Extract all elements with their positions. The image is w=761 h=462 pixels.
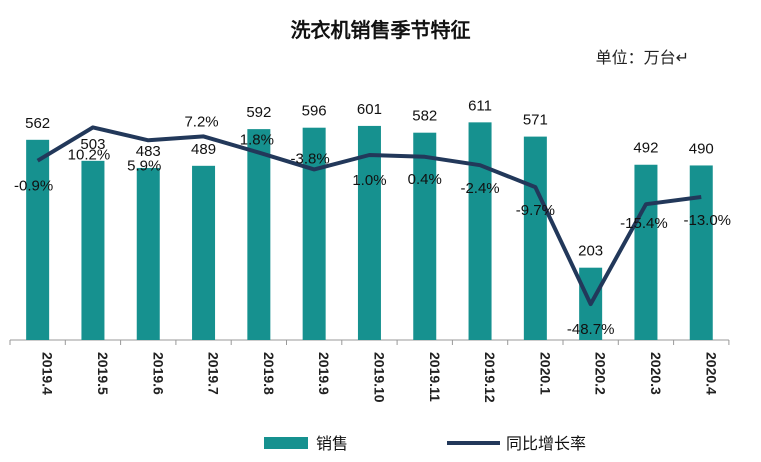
bar-2020.3 [634, 164, 658, 340]
bar-label-2019.4: 562 [25, 115, 50, 132]
legend-swatch-sales [264, 437, 308, 449]
bar-2019.7 [192, 165, 216, 340]
unit-label: 单位：万台↵ [595, 48, 689, 67]
bar-2020.1 [523, 136, 547, 340]
line-label-2019.7: 7.2% [184, 113, 218, 130]
bar-label-2019.7: 489 [191, 141, 216, 158]
legend-label-sales: 销售 [316, 434, 348, 453]
bar-2019.5 [81, 160, 105, 340]
legend-label-growth: 同比增长率 [506, 434, 586, 453]
bar-label-2019.10: 601 [357, 101, 382, 118]
bar-label-2020.2: 203 [578, 243, 603, 260]
bar-label-2019.8: 592 [246, 104, 271, 121]
x-tick-label-2020.4: 2020.4 [703, 352, 719, 395]
bar-2019.4 [26, 139, 50, 340]
bar-label-2019.5: 503 [80, 136, 105, 153]
x-tick-label-2019.9: 2019.9 [316, 352, 332, 395]
bar-label-2019.11: 582 [412, 108, 437, 125]
line-label-2020.1: -9.7% [516, 202, 555, 219]
line-label-2019.10: 1.0% [352, 172, 386, 189]
line-label-2020.2: -48.7% [567, 321, 615, 338]
x-tick-label-2019.11: 2019.11 [427, 352, 443, 402]
x-tick-label-2019.7: 2019.7 [206, 352, 222, 395]
x-tick-label-2019.12: 2019.12 [482, 352, 498, 403]
bar-label-2020.4: 490 [689, 140, 714, 157]
chart-title: 洗衣机销售季节特征 [290, 18, 471, 42]
bar-label-2020.1: 571 [523, 112, 548, 129]
x-tick-label-2020.3: 2020.3 [648, 352, 664, 395]
bar-2020.4 [689, 165, 713, 340]
line-label-2019.12: -2.4% [460, 180, 499, 197]
line-label-2019.4: -0.9% [14, 178, 53, 195]
bar-2019.9 [302, 127, 326, 341]
x-tick-label-2019.4: 2019.4 [40, 352, 56, 395]
x-tick-label-2019.5: 2019.5 [95, 352, 111, 395]
line-label-2019.8: 1.8% [240, 132, 274, 149]
bar-2019.11 [413, 132, 437, 340]
x-tick-label-2020.2: 2020.2 [593, 352, 609, 395]
x-tick-label-2019.8: 2019.8 [261, 352, 277, 395]
bar-label-2019.6: 483 [136, 143, 161, 160]
line-label-2020.3: -15.4% [620, 215, 668, 232]
x-tick-label-2019.6: 2019.6 [150, 352, 166, 395]
bar-label-2019.9: 596 [302, 103, 327, 120]
line-label-2019.9: -3.8% [291, 150, 330, 167]
bar-2019.10 [357, 125, 381, 340]
line-label-2019.6: 5.9% [127, 157, 161, 174]
bar-2019.12 [468, 122, 492, 341]
bar-label-2019.12: 611 [468, 97, 492, 114]
bar-label-2020.3: 492 [633, 140, 658, 157]
bar-2019.6 [136, 167, 160, 340]
bar-2019.8 [247, 129, 271, 340]
x-tick-label-2020.1: 2020.1 [537, 352, 553, 395]
line-label-2020.4: -13.0% [683, 212, 731, 229]
x-tick-label-2019.10: 2019.10 [371, 352, 387, 403]
line-label-2019.5: 10.2% [68, 146, 111, 163]
line-label-2019.11: 0.4% [408, 171, 442, 188]
